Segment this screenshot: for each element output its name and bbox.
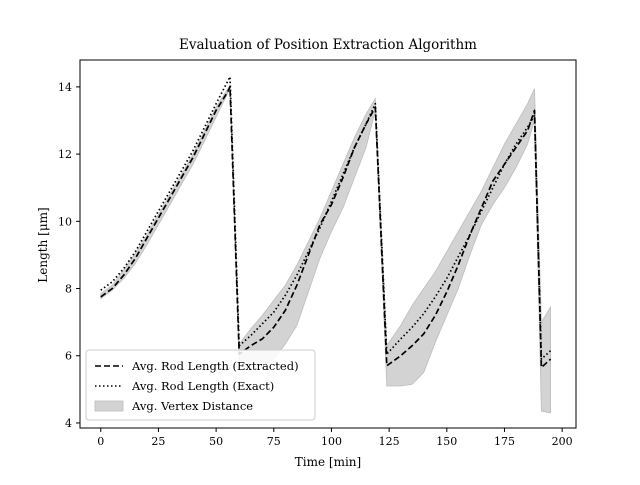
x-tick-label: 175 (494, 435, 515, 448)
x-axis-label: Time [min] (295, 455, 361, 469)
x-tick-label: 25 (151, 435, 165, 448)
x-tick-label: 200 (552, 435, 573, 448)
y-tick-label: 12 (58, 148, 72, 161)
axes: 0 25 50 75 100 125 150 175 200 4 6 8 10 12 14 (58, 59, 577, 448)
x-tick-label: 125 (379, 435, 400, 448)
axes-frame (79, 59, 577, 429)
legend-exact-label: Avg. Rod Length (Exact) (131, 379, 274, 393)
legend: Avg. Rod Length (Extracted) Avg. Rod Len… (85, 349, 316, 421)
legend-band-label: Avg. Vertex Distance (131, 399, 253, 413)
series-line-exact (100, 75, 552, 360)
legend-band-swatch (94, 400, 124, 412)
x-tick-label: 50 (209, 435, 223, 448)
x-tick-label: 0 (97, 435, 104, 448)
y-tick-label: 10 (58, 215, 72, 228)
x-tick-label: 150 (436, 435, 457, 448)
y-tick-label: 6 (65, 350, 72, 363)
series-line-extracted (100, 86, 552, 369)
y-tick-label: 8 (65, 283, 72, 296)
y-tick-label: 14 (58, 81, 72, 94)
y-tick-label: 4 (65, 417, 72, 430)
x-tick-label: 75 (267, 435, 281, 448)
legend-box (85, 349, 316, 421)
legend-extracted-label: Avg. Rod Length (Extracted) (131, 359, 299, 373)
x-tick-label: 100 (321, 435, 342, 448)
y-axis-label: Length [μm] (36, 207, 50, 282)
chart-title: Evaluation of Position Extraction Algori… (179, 37, 477, 53)
